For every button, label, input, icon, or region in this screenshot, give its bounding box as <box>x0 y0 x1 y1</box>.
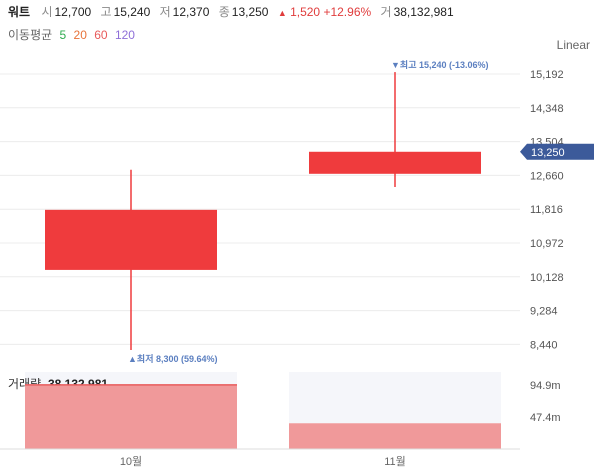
ma-period-20[interactable]: 20 <box>73 28 87 42</box>
open-value: 12,700 <box>54 5 92 19</box>
volume-total: 38,132,981 <box>48 377 108 391</box>
ma-period-120[interactable]: 120 <box>114 28 135 42</box>
volume-bar <box>25 384 237 449</box>
price-tick-label: 10,972 <box>530 238 564 250</box>
high-annotation: ▼최고 15,240 (-13.06%) <box>391 59 489 70</box>
moving-average-legend[interactable]: 이동평균 5 20 60 120 <box>8 26 139 43</box>
low-label: 저 <box>159 5 171 19</box>
volume-tick-label: 47.4m <box>530 412 561 424</box>
volume-panel-bg <box>25 372 237 449</box>
change-value: 1,520 <box>290 5 321 19</box>
volume-value: 38,132,981 <box>393 5 454 19</box>
close-label: 종 <box>218 5 230 19</box>
candle-body <box>309 151 481 174</box>
scale-mode-toggle[interactable]: Linear <box>556 38 590 52</box>
price-tick-label: 10,128 <box>530 272 564 284</box>
current-price-label: 13,250 <box>531 147 565 159</box>
price-tick-label: 12,660 <box>530 170 564 182</box>
ma-period-5[interactable]: 5 <box>59 28 67 42</box>
close-value: 13,250 <box>231 5 269 19</box>
price-tick-label: 9,284 <box>530 306 558 318</box>
ma-period-60[interactable]: 60 <box>94 28 108 42</box>
volume-label: 거 <box>380 5 392 19</box>
stock-name: 워트 <box>8 5 31 19</box>
price-tick-label: 11,816 <box>530 204 563 216</box>
price-tick-label: 13,504 <box>530 137 564 149</box>
price-tick-label: 15,192 <box>530 69 564 81</box>
candle-body <box>45 209 217 270</box>
low-value: 12,370 <box>172 5 210 19</box>
quote-summary: 워트 시 12,700 고 15,240 저 12,370 종 13,250 ▲ 1,5… <box>8 3 460 20</box>
x-tick-label: 10월 <box>120 455 142 468</box>
low-annotation: ▲최저 8,300 (59.64%) <box>128 353 218 364</box>
volume-panel-bg <box>289 372 501 449</box>
high-value: 15,240 <box>113 5 151 19</box>
open-label: 시 <box>41 5 53 19</box>
price-tick-label: 14,348 <box>530 103 564 115</box>
volume-bar <box>289 423 501 449</box>
price-tick-label: 8,440 <box>530 339 558 351</box>
high-label: 고 <box>100 5 112 19</box>
volume-tick-label: 94.9m <box>530 380 561 392</box>
change-arrow-icon: ▲ <box>277 8 287 18</box>
moving-average-label: 이동평균 <box>8 28 53 42</box>
x-tick-label: 11월 <box>384 455 406 468</box>
volume-title: 거래량 <box>8 377 41 391</box>
current-price-tag <box>520 143 594 160</box>
change-percent: +12.96% <box>323 5 372 19</box>
